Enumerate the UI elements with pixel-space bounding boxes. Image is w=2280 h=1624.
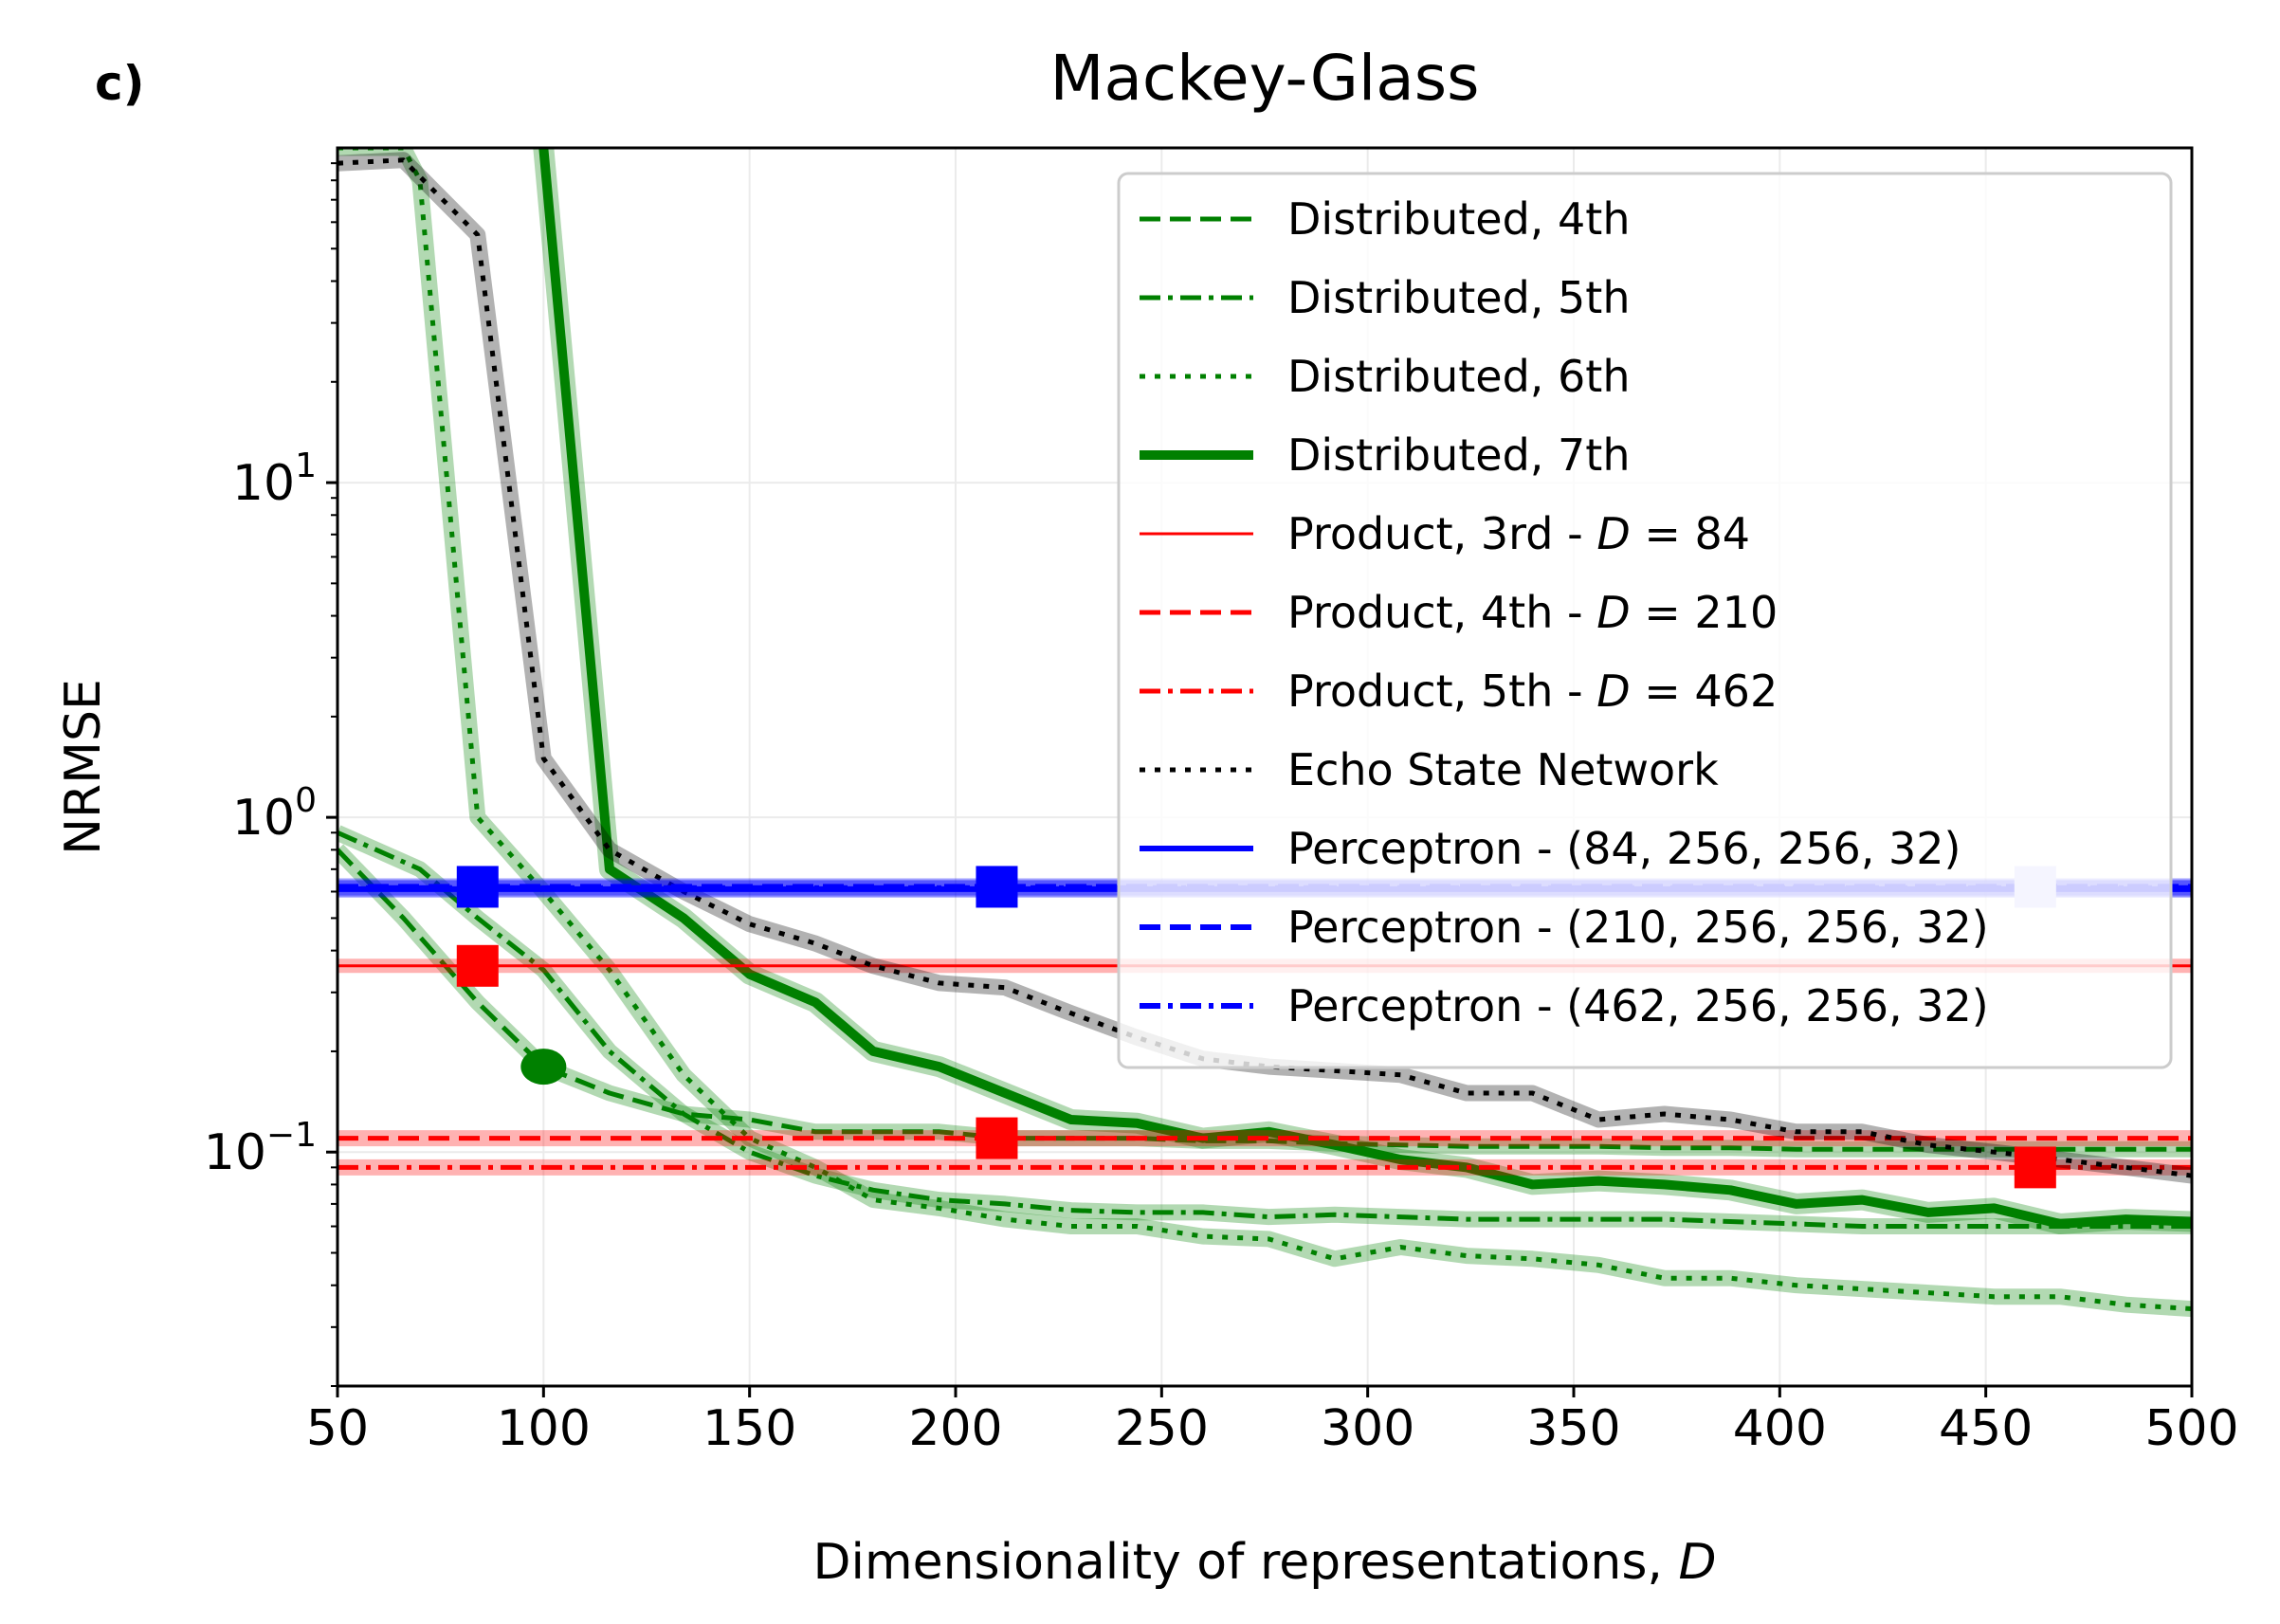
y-tick-label: 101 <box>232 447 317 512</box>
legend-label-6: Product, 5th - D = 462 <box>1287 666 1778 717</box>
x-tick-label: 500 <box>2144 1400 2238 1457</box>
x-tick-label: 250 <box>1115 1400 1209 1457</box>
y-axis: 10−1 100 101 <box>204 162 337 1387</box>
legend-label-7: Echo State Network <box>1287 744 1719 795</box>
legend-label-10: Perceptron - (462, 256, 256, 32) <box>1287 980 1989 1031</box>
x-tick-label: 150 <box>702 1400 796 1457</box>
plot-frame <box>336 146 2194 1388</box>
y-axis-label: NRMSE <box>55 679 112 855</box>
x-tick-label: 300 <box>1321 1400 1414 1457</box>
series-marker-4 <box>456 944 499 987</box>
legend-label-2: Distributed, 6th <box>1287 351 1631 402</box>
series-line-7 <box>337 157 2192 1178</box>
legend-label-0: Distributed, 4th <box>1287 193 1631 245</box>
y-tick-label: 100 <box>232 781 317 847</box>
legend-label-4: Product, 3rd - D = 84 <box>1287 508 1750 559</box>
x-tick-label: 350 <box>1526 1400 1620 1457</box>
series-marker-8 <box>456 866 499 908</box>
series-marker-5 <box>976 1117 1018 1159</box>
x-tick-label: 200 <box>908 1400 1002 1457</box>
series-line-2 <box>337 148 2192 1312</box>
y-tick-label: 10−1 <box>204 1116 317 1181</box>
series-line-3 <box>538 148 2192 1229</box>
x-tick-label: 400 <box>1733 1400 1827 1457</box>
series-marker-9 <box>976 866 1018 908</box>
chart-title: Mackey-Glass <box>1050 42 1480 115</box>
legend-label-3: Distributed, 7th <box>1287 429 1631 481</box>
series-marker-6 <box>2014 1146 2056 1189</box>
x-axis-label: Dimensionality of representations, D <box>812 1534 1716 1591</box>
legend-label-5: Product, 4th - D = 210 <box>1287 587 1778 638</box>
series-marker-0 <box>520 1049 567 1086</box>
x-axis: 50 100 150 200 250 300 350 400 450 500 <box>306 1386 2239 1457</box>
x-tick-label: 100 <box>497 1400 591 1457</box>
x-tick-label: 50 <box>306 1400 369 1457</box>
series-line-0 <box>337 848 2192 1152</box>
legend-label-8: Perceptron - (84, 256, 256, 32) <box>1287 823 1961 874</box>
series-line-1 <box>337 830 2192 1229</box>
panel-label: c) <box>95 56 145 111</box>
legend-box <box>1117 172 2173 1069</box>
legend-label-9: Perceptron - (210, 256, 256, 32) <box>1287 902 1989 953</box>
x-tick-label: 450 <box>1939 1400 2033 1457</box>
legend: Distributed, 4th Distributed, 5th Distribu… <box>1117 172 2173 1069</box>
legend-label-1: Distributed, 5th <box>1287 272 1631 323</box>
